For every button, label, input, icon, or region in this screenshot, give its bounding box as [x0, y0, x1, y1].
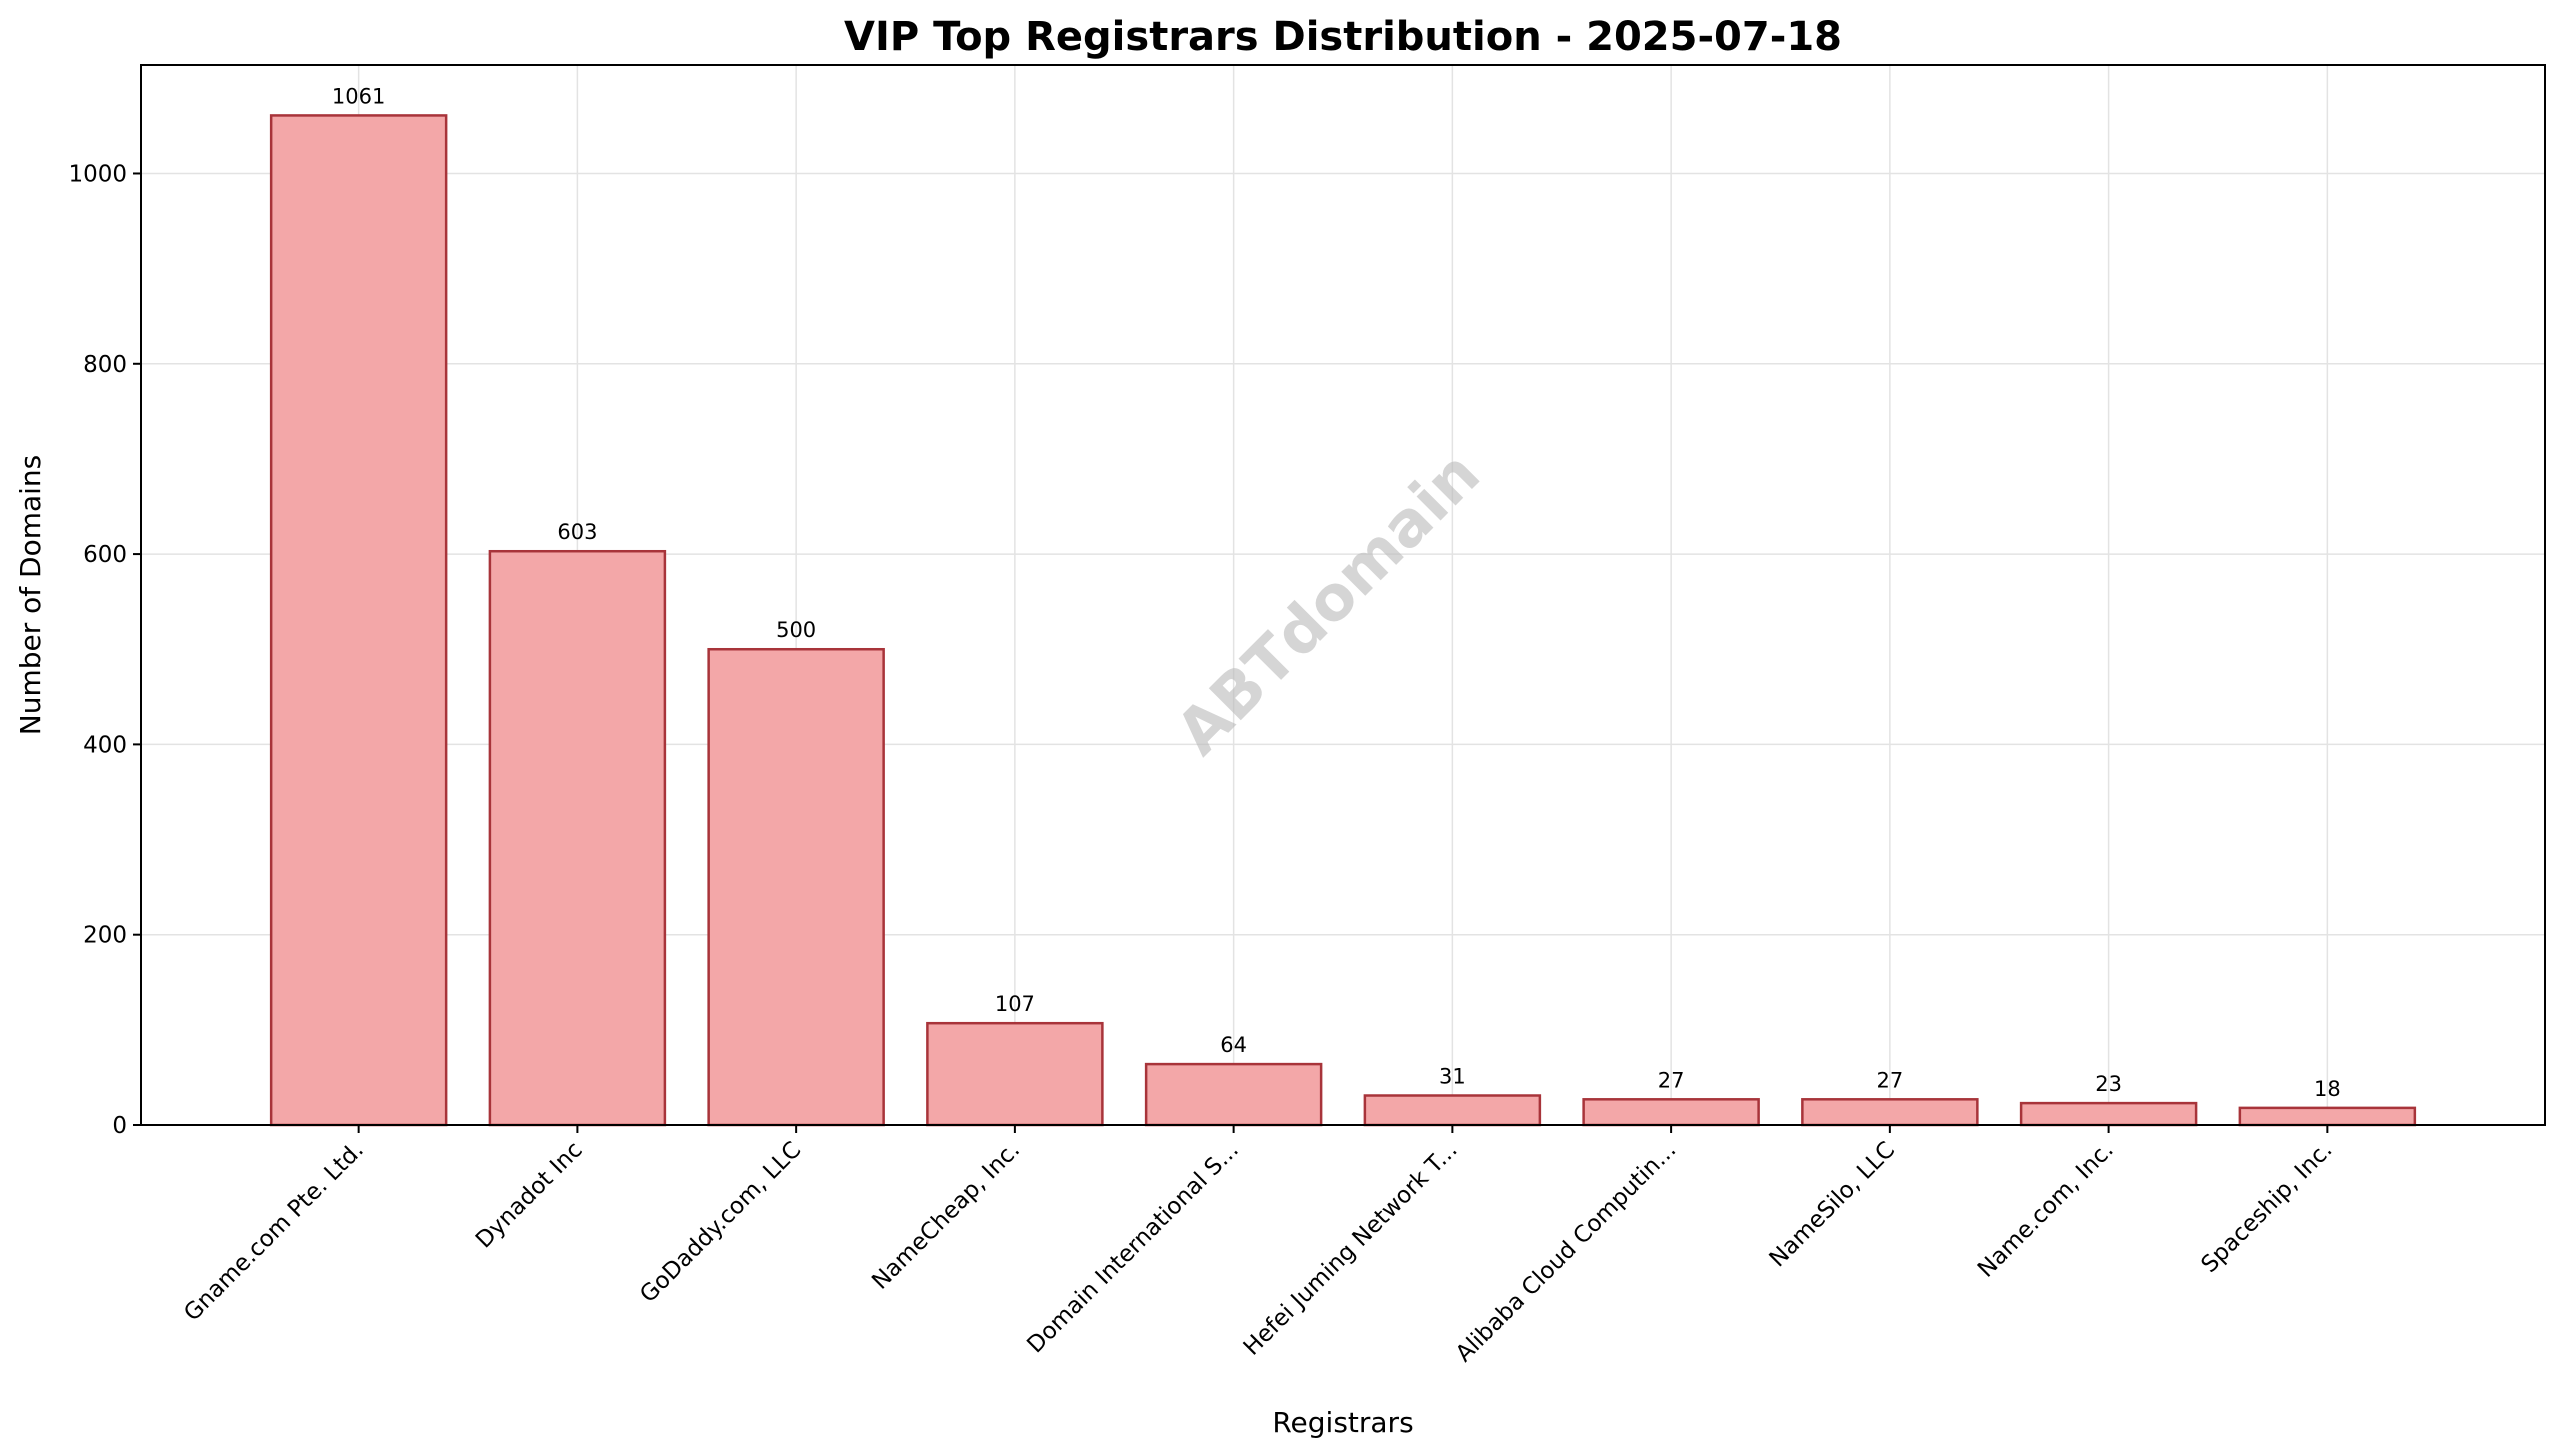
bar	[2019, 1101, 2198, 1127]
x-tick-label: NameCheap, Inc.	[867, 1137, 1025, 1295]
x-tick-label: Gname.com Pte. Ltd.	[179, 1137, 369, 1327]
x-tick-label: Spaceship, Inc.	[2196, 1137, 2337, 1278]
x-axis-label: Registrars	[1272, 1406, 1413, 1439]
bar	[1363, 1094, 1542, 1127]
y-tick-label: 800	[83, 352, 127, 378]
y-tick-label: 0	[112, 1113, 127, 1139]
bar-value-label: 500	[776, 618, 816, 642]
value-labels: 1061 603 500 107 64 31 27 27 23 18	[332, 84, 2341, 1100]
bar-value-label: 603	[557, 520, 597, 544]
bar	[1582, 1098, 1760, 1127]
bars	[269, 114, 2417, 1127]
bar-value-label: 107	[995, 992, 1035, 1016]
bar	[1144, 1062, 1323, 1127]
x-tick-label: GoDaddy.com, LLC	[635, 1137, 806, 1308]
bar-value-label: 18	[2314, 1077, 2341, 1101]
bar	[1801, 1098, 1979, 1127]
x-tick-label: Hefei Juming Network T...	[1239, 1137, 1463, 1361]
y-tick-label: 400	[83, 732, 127, 758]
watermark-text: ABTdomain	[1162, 437, 1494, 769]
x-tick-label: Name.com, Inc.	[1973, 1137, 2119, 1283]
x-tick-label: Dynadot Inc	[471, 1137, 588, 1254]
x-tick-label: NameSilo, LLC	[1765, 1137, 1900, 1272]
bar-value-label: 23	[2095, 1072, 2122, 1096]
bar-value-label: 31	[1439, 1065, 1466, 1089]
y-tick-label: 200	[83, 923, 127, 949]
bar-value-label: 64	[1220, 1033, 1247, 1057]
bar	[2238, 1106, 2417, 1127]
bar	[269, 114, 448, 1127]
y-axis-label: Number of Domains	[14, 455, 47, 736]
y-tick-label: 600	[83, 542, 127, 568]
x-tick-label: Alibaba Cloud Computin...	[1451, 1137, 1681, 1367]
chart-title: VIP Top Registrars Distribution - 2025-0…	[844, 14, 1842, 60]
x-tick-label: Domain International S...	[1022, 1137, 1243, 1358]
bar-value-label: 27	[1658, 1068, 1685, 1092]
plot-frame	[140, 64, 2546, 1126]
bar-value-label: 27	[1876, 1068, 1903, 1092]
bar	[488, 549, 667, 1127]
bar	[926, 1021, 1104, 1127]
bar	[707, 647, 885, 1127]
bar-value-label: 1061	[332, 84, 385, 108]
y-tick-label: 1000	[68, 161, 127, 187]
